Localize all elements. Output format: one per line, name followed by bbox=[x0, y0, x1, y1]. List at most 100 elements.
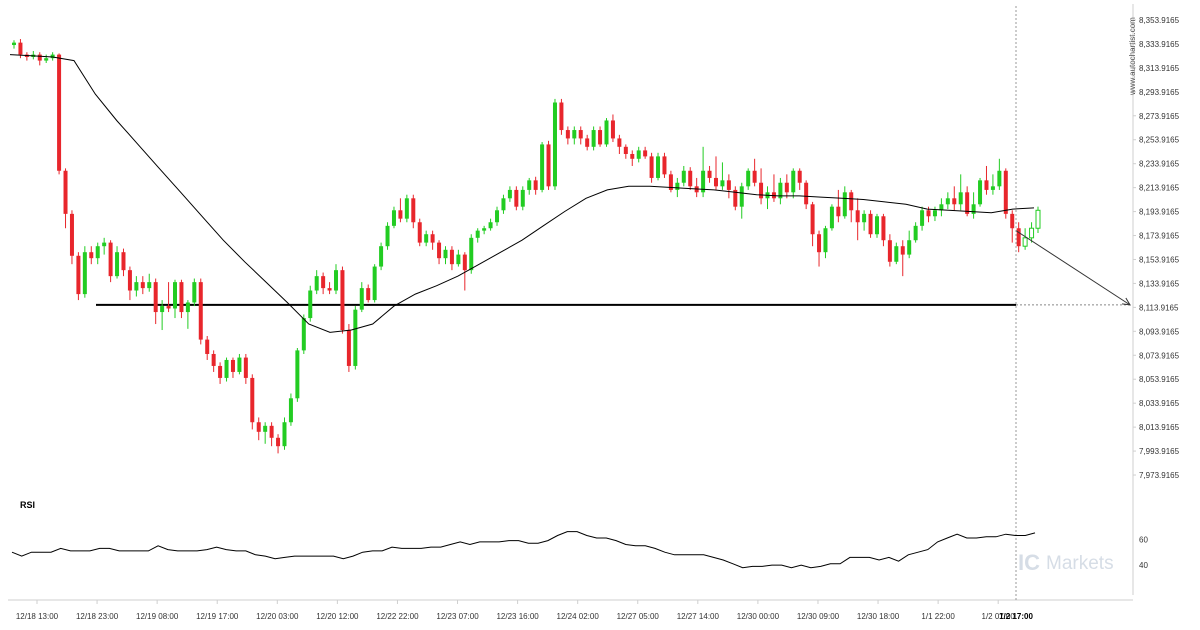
candle-body bbox=[430, 234, 435, 243]
candle-body bbox=[160, 306, 165, 313]
price-tick-label: 8,073.9165 bbox=[1139, 351, 1180, 360]
candle-body bbox=[849, 192, 854, 211]
candle-body bbox=[353, 309, 358, 366]
price-tick-label: 8,353.9165 bbox=[1139, 16, 1180, 25]
candle-body bbox=[636, 150, 641, 159]
candle-body bbox=[495, 210, 500, 223]
price-tick-label: 8,013.9165 bbox=[1139, 423, 1180, 432]
price-tick-label: 7,973.9165 bbox=[1139, 471, 1180, 480]
rsi-tick-labels: 60 40 bbox=[1139, 535, 1148, 570]
candle-body bbox=[346, 330, 351, 366]
candle-body bbox=[900, 246, 905, 255]
candle-body bbox=[185, 302, 190, 313]
candle-body bbox=[456, 254, 461, 265]
rsi-polyline bbox=[11, 531, 1036, 569]
price-tick-label: 8,033.9165 bbox=[1139, 399, 1180, 408]
candle-body bbox=[269, 425, 274, 438]
candle-body bbox=[488, 222, 493, 229]
price-tick-label: 8,093.9165 bbox=[1139, 327, 1180, 336]
price-tick-label: 8,253.9165 bbox=[1139, 136, 1180, 145]
candle-body bbox=[411, 198, 416, 223]
candle-body bbox=[57, 54, 62, 171]
candle-body bbox=[617, 138, 622, 147]
candle-body bbox=[817, 234, 822, 253]
candle-body bbox=[63, 170, 68, 214]
candle-body bbox=[198, 282, 203, 340]
candle-body bbox=[372, 266, 377, 301]
price-tick-label: 8,153.9165 bbox=[1139, 255, 1180, 264]
candle-body bbox=[707, 170, 712, 178]
time-tick-label: 12/18 23:00 bbox=[76, 612, 119, 621]
candle-body bbox=[321, 276, 326, 289]
candle-body bbox=[166, 306, 171, 309]
candle-body bbox=[263, 425, 268, 432]
candle-body bbox=[424, 234, 429, 243]
candle-body bbox=[12, 42, 16, 46]
rsi-title: RSI bbox=[20, 500, 35, 510]
time-tick-label: 12/27 14:00 bbox=[677, 612, 720, 621]
candle-body bbox=[945, 198, 950, 205]
forecast-line bbox=[1015, 230, 1131, 306]
candle-body bbox=[449, 249, 454, 265]
candle-body bbox=[115, 252, 120, 277]
price-tick-label: 8,173.9165 bbox=[1139, 232, 1180, 241]
candle-body bbox=[218, 365, 223, 378]
candle-body bbox=[604, 120, 609, 145]
candle-body bbox=[327, 288, 332, 291]
candle-body bbox=[147, 282, 152, 289]
price-tick-labels: 8,353.9165 8,333.9165 8,313.9165 8,293.9165… bbox=[1133, 16, 1180, 480]
candle-body bbox=[540, 144, 545, 190]
candle-body bbox=[855, 210, 860, 223]
candle-body bbox=[140, 282, 145, 289]
candle-body bbox=[44, 58, 49, 61]
candle-body bbox=[282, 422, 287, 447]
candle-body bbox=[443, 249, 448, 259]
price-tick-label: 8,113.9165 bbox=[1139, 303, 1179, 312]
candle-body bbox=[18, 42, 23, 55]
current-time-label: 1/2 17:00 bbox=[999, 612, 1033, 621]
price-tick-label: 8,213.9165 bbox=[1139, 184, 1180, 193]
candle-body bbox=[997, 170, 1002, 187]
candle-body bbox=[379, 246, 384, 267]
candle-body bbox=[1035, 209, 1041, 229]
candle-body bbox=[829, 206, 834, 229]
candle-body bbox=[527, 180, 532, 190]
candle-body bbox=[791, 170, 796, 193]
candle-body bbox=[1003, 170, 1008, 214]
candle-body bbox=[746, 170, 751, 187]
candle-body bbox=[894, 246, 899, 262]
candle-body bbox=[398, 210, 403, 219]
candle-body bbox=[121, 252, 126, 271]
candle-body bbox=[89, 252, 94, 259]
time-tick-label: 12/27 05:00 bbox=[617, 612, 660, 621]
rsi-tick-label: 60 bbox=[1139, 535, 1148, 544]
price-tick-label: 7,993.9165 bbox=[1139, 447, 1180, 456]
candle-body bbox=[1022, 237, 1028, 247]
candle-body bbox=[153, 282, 158, 313]
candle-body bbox=[134, 282, 139, 291]
candle-body bbox=[533, 180, 538, 190]
candle-body bbox=[701, 170, 706, 193]
candle-body bbox=[668, 174, 673, 190]
candle-body bbox=[1016, 228, 1021, 247]
candle-body bbox=[662, 156, 667, 175]
candle-body bbox=[984, 180, 989, 190]
candle-body bbox=[288, 398, 293, 423]
candle-body bbox=[585, 138, 590, 147]
price-tick-label: 8,053.9165 bbox=[1139, 375, 1180, 384]
candle-body bbox=[192, 282, 197, 303]
time-tick-label: 12/30 00:00 bbox=[737, 612, 780, 621]
candle-body bbox=[82, 252, 87, 295]
candle-body bbox=[385, 225, 390, 247]
candle-body bbox=[649, 156, 654, 178]
candle-body bbox=[591, 130, 596, 147]
time-tick-label: 12/19 17:00 bbox=[196, 612, 239, 621]
candle-body bbox=[211, 353, 216, 366]
candle-body bbox=[926, 210, 931, 217]
price-tick-label: 8,273.9165 bbox=[1139, 112, 1180, 121]
candle-body bbox=[862, 213, 867, 223]
candle-body bbox=[675, 182, 680, 190]
time-tick-label: 12/24 02:00 bbox=[557, 612, 600, 621]
candle-body bbox=[920, 210, 925, 226]
